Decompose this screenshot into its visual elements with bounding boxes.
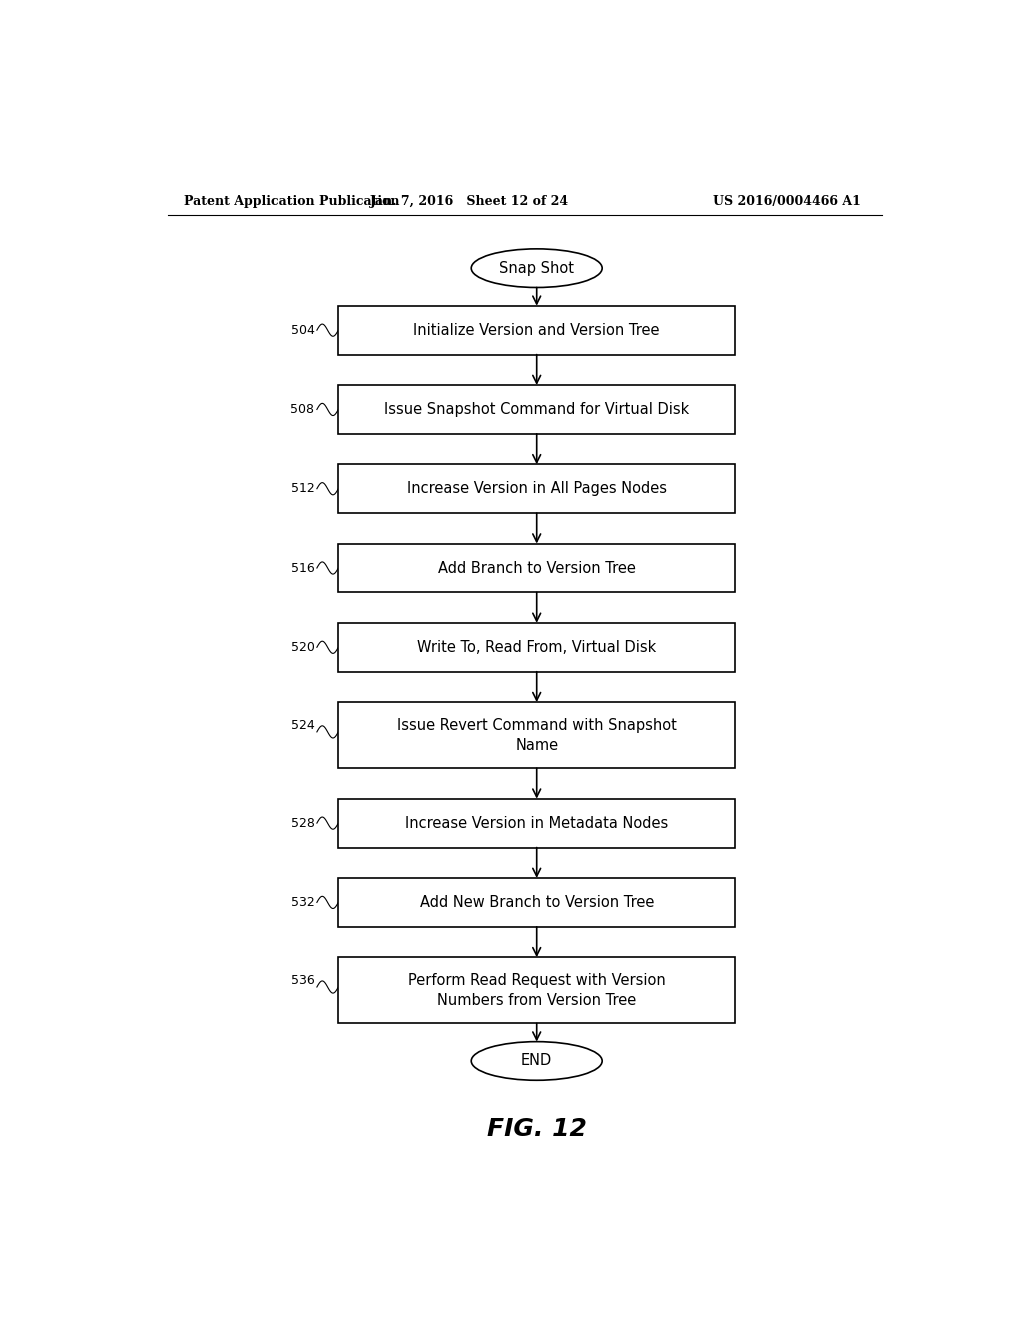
FancyBboxPatch shape — [338, 799, 735, 847]
Text: 516: 516 — [291, 561, 314, 574]
Text: 532: 532 — [291, 896, 314, 909]
Text: Write To, Read From, Virtual Disk: Write To, Read From, Virtual Disk — [417, 640, 656, 655]
FancyBboxPatch shape — [338, 465, 735, 513]
FancyBboxPatch shape — [338, 702, 735, 768]
Ellipse shape — [471, 249, 602, 288]
Text: Issue Revert Command with Snapshot
Name: Issue Revert Command with Snapshot Name — [396, 718, 677, 752]
Text: US 2016/0004466 A1: US 2016/0004466 A1 — [713, 194, 860, 207]
Text: Patent Application Publication: Patent Application Publication — [183, 194, 399, 207]
Text: FIG. 12: FIG. 12 — [486, 1117, 587, 1140]
Text: Issue Snapshot Command for Virtual Disk: Issue Snapshot Command for Virtual Disk — [384, 403, 689, 417]
Text: 520: 520 — [291, 640, 314, 653]
FancyBboxPatch shape — [338, 878, 735, 927]
FancyBboxPatch shape — [338, 623, 735, 672]
FancyBboxPatch shape — [338, 957, 735, 1023]
FancyBboxPatch shape — [338, 385, 735, 434]
Text: Initialize Version and Version Tree: Initialize Version and Version Tree — [414, 322, 659, 338]
FancyBboxPatch shape — [338, 544, 735, 593]
Text: Add New Branch to Version Tree: Add New Branch to Version Tree — [420, 895, 654, 909]
Text: Perform Read Request with Version
Numbers from Version Tree: Perform Read Request with Version Number… — [408, 973, 666, 1007]
Text: Jan. 7, 2016   Sheet 12 of 24: Jan. 7, 2016 Sheet 12 of 24 — [370, 194, 568, 207]
Text: 528: 528 — [291, 817, 314, 830]
Text: Increase Version in Metadata Nodes: Increase Version in Metadata Nodes — [406, 816, 669, 830]
Text: 508: 508 — [291, 403, 314, 416]
Text: Add Branch to Version Tree: Add Branch to Version Tree — [438, 561, 636, 576]
Ellipse shape — [471, 1041, 602, 1080]
Text: 536: 536 — [291, 974, 314, 987]
Text: Increase Version in All Pages Nodes: Increase Version in All Pages Nodes — [407, 482, 667, 496]
Text: 512: 512 — [291, 482, 314, 495]
Text: 504: 504 — [291, 323, 314, 337]
Text: 524: 524 — [291, 719, 314, 731]
FancyBboxPatch shape — [338, 306, 735, 355]
Text: Snap Shot: Snap Shot — [500, 260, 574, 276]
Text: END: END — [521, 1053, 552, 1068]
